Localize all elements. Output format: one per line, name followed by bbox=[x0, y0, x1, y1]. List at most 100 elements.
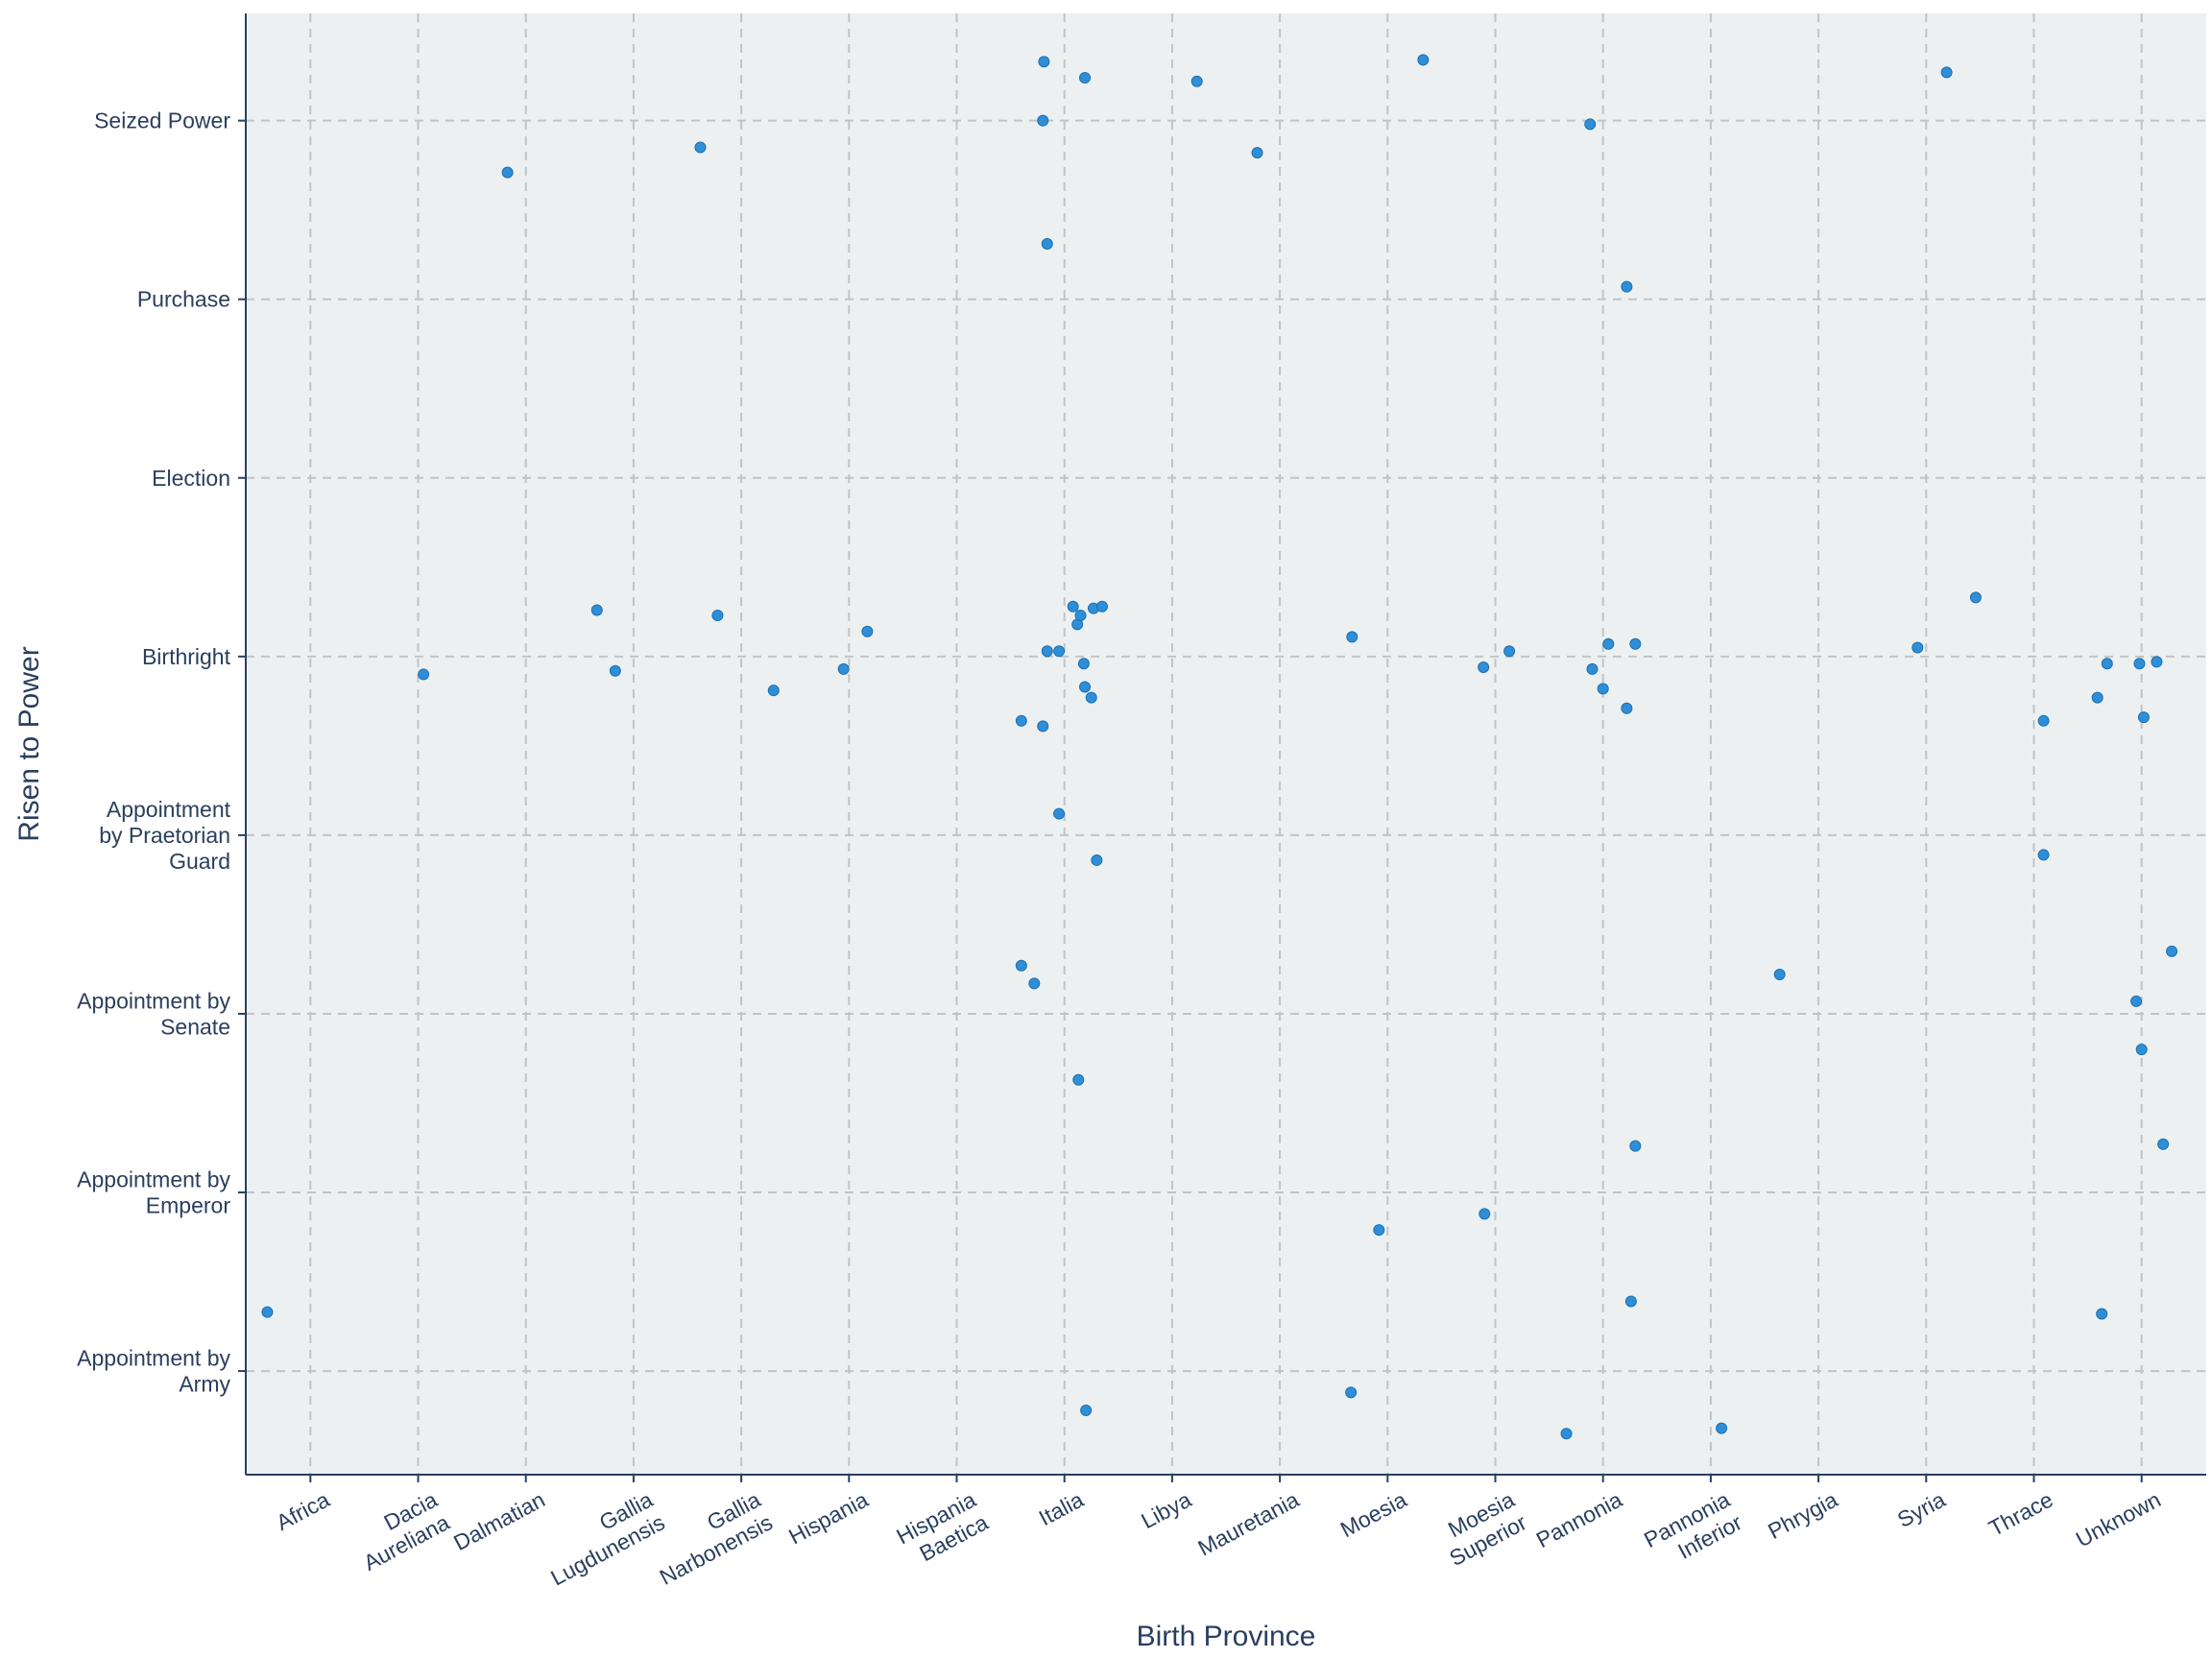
y-tick-label: Seized Power bbox=[94, 108, 230, 133]
x-tick-label: Mauretania bbox=[1193, 1486, 1303, 1560]
data-point bbox=[1940, 66, 1953, 79]
data-point bbox=[418, 668, 430, 681]
data-point bbox=[711, 610, 724, 622]
data-point bbox=[2091, 691, 2104, 704]
data-point bbox=[1346, 631, 1358, 643]
x-tick-label: Italia bbox=[1035, 1486, 1088, 1530]
data-point bbox=[1478, 661, 1490, 673]
x-tick-label: Unknown bbox=[2072, 1487, 2165, 1552]
data-point bbox=[2037, 714, 2050, 727]
data-point bbox=[1074, 610, 1087, 622]
data-point bbox=[1624, 1295, 1637, 1308]
x-tick-label: Pannonia bbox=[1532, 1486, 1626, 1552]
x-tick-label: Thrace bbox=[1984, 1487, 2056, 1542]
data-points bbox=[261, 54, 2178, 1440]
data-point bbox=[1015, 959, 1027, 972]
data-point bbox=[1629, 637, 1642, 650]
data-point bbox=[2096, 1308, 2108, 1320]
x-tick-label: DaciaAureliana bbox=[348, 1486, 454, 1575]
data-point bbox=[2157, 1138, 2170, 1150]
data-point bbox=[837, 662, 850, 675]
y-tick-label: Appointment by Senate bbox=[77, 988, 230, 1039]
data-point bbox=[1037, 720, 1049, 733]
data-point bbox=[2151, 656, 2163, 668]
data-point bbox=[1621, 280, 1633, 293]
data-point bbox=[1602, 637, 1615, 650]
x-tick-label: PannoniaInferior bbox=[1640, 1486, 1746, 1575]
x-tick-label: MoesiaSuperior bbox=[1433, 1486, 1531, 1571]
data-point bbox=[1586, 662, 1599, 675]
y-tick-label: Appointment by Emperor bbox=[77, 1167, 230, 1218]
data-point bbox=[2130, 995, 2143, 1007]
data-point bbox=[1560, 1428, 1573, 1440]
x-tick-label: GalliaLugdunensis bbox=[535, 1486, 669, 1590]
data-point bbox=[1773, 969, 1786, 981]
data-point bbox=[1621, 702, 1633, 714]
data-point bbox=[767, 685, 780, 697]
x-tick-label: Syria bbox=[1893, 1486, 1950, 1532]
x-tick-label: HispaniaBaetica bbox=[892, 1486, 992, 1572]
x-tick-label: Phrygia bbox=[1764, 1486, 1841, 1544]
data-point bbox=[1028, 977, 1041, 990]
data-point bbox=[2137, 711, 2150, 724]
data-point bbox=[1190, 75, 1203, 87]
data-point bbox=[1417, 54, 1430, 66]
data-point bbox=[861, 625, 874, 637]
x-tick-label: Libya bbox=[1137, 1486, 1195, 1533]
data-point bbox=[590, 604, 603, 616]
x-tick-label: Moesia bbox=[1336, 1486, 1411, 1542]
data-point bbox=[1053, 807, 1066, 820]
data-point bbox=[694, 141, 707, 154]
data-point bbox=[2135, 1044, 2148, 1056]
data-point bbox=[261, 1306, 274, 1318]
data-point bbox=[1095, 600, 1108, 613]
y-tick-label: Birthright bbox=[142, 644, 231, 669]
data-point bbox=[1345, 1386, 1358, 1399]
data-point bbox=[1015, 714, 1027, 727]
data-point bbox=[501, 166, 514, 179]
data-point bbox=[1037, 114, 1049, 127]
x-tick-label: Hispania bbox=[784, 1486, 872, 1549]
y-tick-labels: Appointment by Army Appointment by Emperor A… bbox=[77, 108, 230, 1397]
data-point bbox=[609, 664, 621, 677]
y-tick-label: Appointment by Army bbox=[77, 1346, 230, 1397]
data-point bbox=[1503, 645, 1516, 658]
data-point bbox=[1072, 1073, 1085, 1086]
y-axis-title: Risen to Power bbox=[13, 646, 45, 841]
data-point bbox=[2037, 849, 2050, 861]
y-tick-label: Appointment by Praetorian Guard bbox=[99, 797, 230, 874]
data-point bbox=[1079, 681, 1092, 693]
data-point bbox=[1969, 591, 1982, 604]
data-point bbox=[1479, 1208, 1491, 1220]
data-point bbox=[1041, 238, 1053, 251]
y-tick-label: Purchase bbox=[137, 287, 230, 312]
y-tick-label: Election bbox=[152, 466, 230, 491]
data-point bbox=[1067, 600, 1079, 613]
data-point bbox=[1911, 641, 1924, 654]
data-point bbox=[2166, 945, 2178, 957]
data-point bbox=[1080, 1405, 1093, 1417]
data-point bbox=[1079, 71, 1092, 84]
data-point bbox=[1077, 658, 1090, 670]
x-tick-label: Dalmatian bbox=[449, 1487, 549, 1556]
data-point bbox=[1373, 1224, 1385, 1237]
data-point bbox=[2101, 658, 2113, 670]
data-point bbox=[1597, 683, 1609, 695]
y-gridlines bbox=[238, 119, 2206, 1373]
x-tick-label: Africa bbox=[272, 1486, 333, 1535]
plot-area bbox=[246, 13, 2206, 1475]
data-point bbox=[1629, 1140, 1642, 1152]
data-point bbox=[1041, 645, 1053, 658]
data-point bbox=[1716, 1422, 1728, 1434]
data-point bbox=[2133, 658, 2146, 670]
data-point bbox=[1251, 147, 1263, 159]
data-point bbox=[1091, 854, 1103, 866]
x-tick-label: GalliaNarbonensis bbox=[643, 1486, 777, 1590]
data-point bbox=[1038, 56, 1050, 68]
x-axis-title: Birth Province bbox=[1137, 1621, 1316, 1652]
data-point bbox=[1584, 118, 1597, 131]
data-point bbox=[1053, 645, 1066, 658]
x-gridlines bbox=[309, 13, 2143, 1482]
